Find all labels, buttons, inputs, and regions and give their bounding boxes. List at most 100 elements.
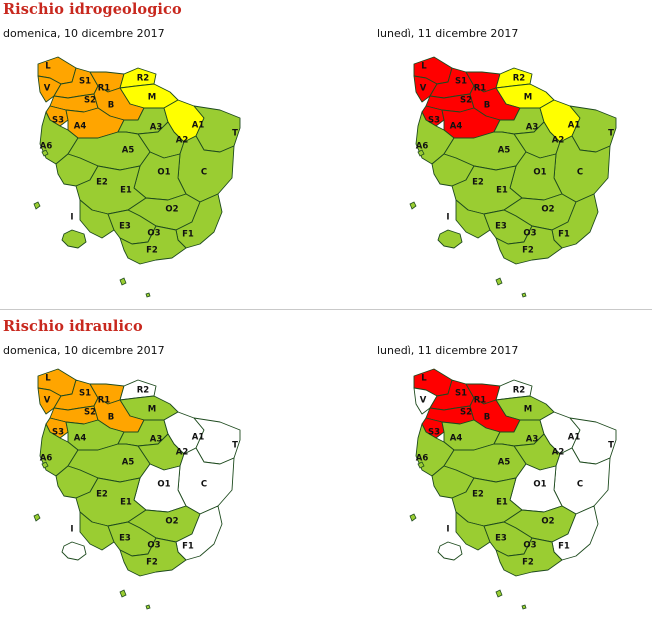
zone-label-o3: O3 <box>147 541 160 551</box>
zone-label-o3: O3 <box>523 229 536 239</box>
zone-label-r1: R1 <box>98 396 111 406</box>
risk-map-idrogeologico-1: L V S1 R1 R2 M S2 B S3 A4 A3 A1 T A2 A6 A5 C O1 E2 E1 O2 E3 O3… <box>28 54 268 304</box>
zone-label-o3: O3 <box>147 229 160 239</box>
zone-label-a4: A4 <box>450 434 463 444</box>
zone-label-e3: E3 <box>119 222 131 232</box>
zone-label-r2: R2 <box>137 386 150 396</box>
zone-label-r2: R2 <box>137 74 150 84</box>
islet-shape <box>41 461 49 469</box>
zone-label-i: I <box>446 213 449 223</box>
risk-map-idrogeologico-2: L V S1 R1 R2 M S2 B S3 A4 A3 A1 T A2 A6 A5 C O1 E2 E1 O2 E3 O3… <box>404 54 644 304</box>
islet-shape <box>417 461 425 469</box>
zone-label-f1: F1 <box>182 230 194 240</box>
zone-label-e1: E1 <box>496 186 508 196</box>
zone-i[interactable] <box>61 541 87 561</box>
zone-e3[interactable] <box>79 511 115 551</box>
zone-label-s1: S1 <box>455 389 467 399</box>
zone-label-r2: R2 <box>513 74 526 84</box>
zone-label-a2: A2 <box>552 448 565 458</box>
zone-label-s2: S2 <box>460 408 472 418</box>
zone-label-m: M <box>524 93 532 103</box>
zone-label-s1: S1 <box>455 77 467 87</box>
map-date-idrogeologico-1: domenica, 10 dicembre 2017 <box>3 27 165 40</box>
islet-shape <box>409 513 417 522</box>
zone-f2[interactable] <box>119 225 187 265</box>
zone-label-e2: E2 <box>472 490 484 500</box>
tuscany-zone-map: L V S1 R1 R2 M S2 B S3 A4 A3 A1 T A2 A6 A5 C O1 E2 E1 O2 E3 O3… <box>33 56 241 298</box>
zone-label-b: B <box>484 413 490 423</box>
zone-label-b: B <box>484 101 490 111</box>
zone-label-m: M <box>524 405 532 415</box>
zone-label-s3: S3 <box>52 428 64 438</box>
zone-label-e2: E2 <box>96 178 108 188</box>
zone-label-t: T <box>232 441 238 451</box>
zone-label-a2: A2 <box>552 136 565 146</box>
zone-label-o2: O2 <box>165 517 178 527</box>
zone-label-a5: A5 <box>122 458 135 468</box>
risk-map-idraulico-1: L V S1 R1 R2 M S2 B S3 A4 A3 A1 T A2 A6 A5 C O1 E2 E1 O2 E3 O3… <box>28 366 268 616</box>
zone-label-r1: R1 <box>474 84 487 94</box>
zone-label-c: C <box>577 168 583 178</box>
zone-f2[interactable] <box>119 537 187 577</box>
zone-label-a1: A1 <box>568 433 581 443</box>
zone-label-s3: S3 <box>428 428 440 438</box>
zone-label-f2: F2 <box>146 558 158 568</box>
tuscany-zone-map: L V S1 R1 R2 M S2 B S3 A4 A3 A1 T A2 A6 A5 C O1 E2 E1 O2 E3 O3… <box>409 368 617 610</box>
zone-i[interactable] <box>61 229 87 249</box>
zone-label-a6: A6 <box>416 142 429 152</box>
zone-label-a6: A6 <box>40 142 53 152</box>
islet-shape <box>41 149 49 157</box>
zone-label-f1: F1 <box>558 230 570 240</box>
islet-shape <box>119 277 127 286</box>
zone-label-a4: A4 <box>74 434 87 444</box>
zone-label-o2: O2 <box>165 205 178 215</box>
zone-label-v: V <box>44 84 51 94</box>
zone-label-o1: O1 <box>533 480 546 490</box>
zone-label-f1: F1 <box>558 542 570 552</box>
zone-f2[interactable] <box>495 537 563 577</box>
zone-label-f2: F2 <box>522 558 534 568</box>
zone-label-o1: O1 <box>533 168 546 178</box>
zone-label-a5: A5 <box>498 458 511 468</box>
zone-label-a3: A3 <box>150 123 163 133</box>
zone-label-a6: A6 <box>416 454 429 464</box>
zone-i[interactable] <box>437 229 463 249</box>
islet-shape <box>145 604 151 610</box>
zone-label-l: L <box>421 374 427 384</box>
zone-label-r1: R1 <box>98 84 111 94</box>
zone-label-v: V <box>420 396 427 406</box>
zone-label-a3: A3 <box>526 123 539 133</box>
zone-label-m: M <box>148 405 156 415</box>
zone-label-f1: F1 <box>182 542 194 552</box>
zone-i[interactable] <box>437 541 463 561</box>
zone-label-f2: F2 <box>522 246 534 256</box>
zone-label-i: I <box>70 525 73 535</box>
zone-e3[interactable] <box>79 199 115 239</box>
tuscany-zone-map: L V S1 R1 R2 M S2 B S3 A4 A3 A1 T A2 A6 A5 C O1 E2 E1 O2 E3 O3… <box>409 56 617 298</box>
zone-f2[interactable] <box>495 225 563 265</box>
zone-label-r2: R2 <box>513 386 526 396</box>
zone-label-c: C <box>577 480 583 490</box>
zone-label-t: T <box>232 129 238 139</box>
zone-label-e3: E3 <box>495 534 507 544</box>
zone-e3[interactable] <box>455 199 491 239</box>
zone-label-b: B <box>108 101 114 111</box>
zone-label-e1: E1 <box>496 498 508 508</box>
islet-shape <box>145 292 151 298</box>
map-date-idraulico-2: lunedì, 11 dicembre 2017 <box>377 344 519 357</box>
islet-shape <box>33 513 41 522</box>
zone-label-a5: A5 <box>122 146 135 156</box>
zone-label-a3: A3 <box>150 435 163 445</box>
islet-shape <box>495 589 503 598</box>
zone-label-a2: A2 <box>176 448 189 458</box>
zone-label-o3: O3 <box>523 541 536 551</box>
zone-label-s3: S3 <box>428 116 440 126</box>
islet-shape <box>495 277 503 286</box>
zone-e3[interactable] <box>455 511 491 551</box>
zone-label-s2: S2 <box>84 408 96 418</box>
islet-shape <box>33 201 41 210</box>
zone-label-s1: S1 <box>79 389 91 399</box>
zone-label-o2: O2 <box>541 517 554 527</box>
zone-label-e2: E2 <box>96 490 108 500</box>
section-title-idrogeologico: Rischio idrogeologico <box>3 1 182 18</box>
